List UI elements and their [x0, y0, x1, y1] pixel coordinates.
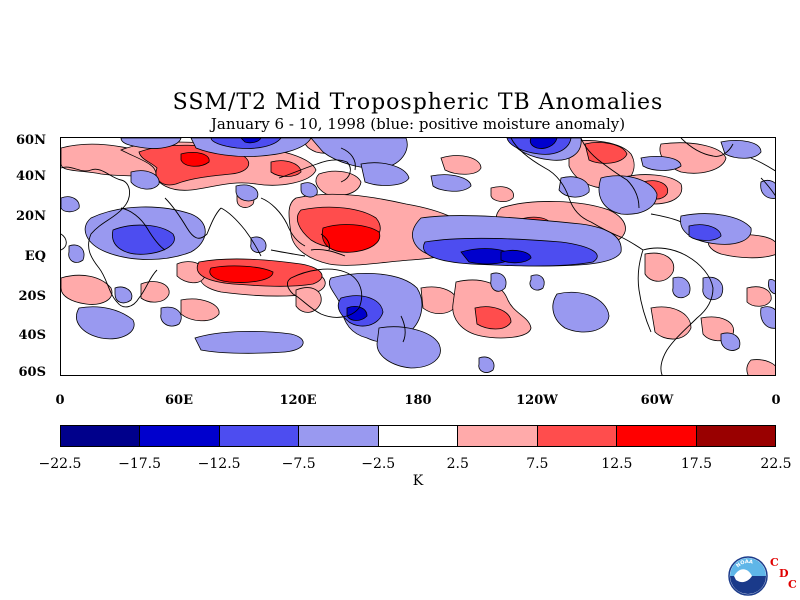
colorbar-swatch [378, 426, 459, 446]
colorbar-swatch [299, 426, 379, 446]
colorbar-swatch [537, 426, 618, 446]
lon-label-120e: 120E [279, 393, 317, 408]
lon-label-60w: 60W [640, 393, 674, 408]
colorbar-tick-label: 17.5 [680, 456, 713, 472]
cdc-letter-c2: C [788, 578, 797, 591]
colorbar-tick-label: −2.5 [361, 456, 396, 472]
lon-label-0-left: 0 [55, 393, 65, 408]
anomaly-field [61, 138, 775, 375]
anomaly-map [60, 137, 776, 376]
lat-label-60s: 60S [18, 365, 46, 380]
cdc-letter-c1: C [770, 556, 779, 569]
colorbar-tick-label: −22.5 [38, 456, 82, 472]
lat-label-60n: 60N [16, 133, 46, 148]
noaa-logo-text: NOAA [735, 559, 753, 569]
colorbar-tick-label: −12.5 [197, 456, 241, 472]
colorbar-swatch [61, 426, 141, 446]
colorbar-swatch [219, 426, 300, 446]
lon-label-0-right: 0 [771, 393, 781, 408]
lon-label-180: 180 [404, 393, 432, 408]
cdc-letter-d: D [779, 567, 789, 580]
lat-label-40n: 40N [16, 169, 46, 184]
lat-label-40s: 40S [18, 328, 46, 343]
colorbar-swatch [140, 426, 220, 446]
noaa-logo: NOAA [728, 556, 768, 596]
colorbar-swatch [696, 426, 775, 446]
colorbar-units: K [412, 473, 424, 489]
lat-label-20n: 20N [16, 209, 46, 224]
colorbar-tick-label: 12.5 [601, 456, 633, 472]
colorbar-tick-label: 2.5 [446, 456, 469, 472]
colorbar [60, 425, 776, 447]
colorbar-swatch [617, 426, 697, 446]
svg-text:NOAA: NOAA [735, 559, 753, 569]
map-subtitle: January 6 - 10, 1998 (blue: positive moi… [210, 115, 626, 133]
colorbar-tick-label: −17.5 [118, 456, 161, 472]
lat-label-20s: 20S [18, 289, 46, 304]
lon-label-60e: 60E [165, 393, 193, 408]
colorbar-tick-label: 7.5 [526, 456, 549, 472]
colorbar-tick-label: −7.5 [281, 456, 316, 472]
colorbar-tick-label: 22.5 [760, 456, 792, 472]
lon-label-120w: 120W [516, 393, 558, 408]
map-title: SSM/T2 Mid Tropospheric TB Anomalies [172, 90, 664, 115]
lat-label-eq: EQ [24, 249, 46, 264]
colorbar-swatch [458, 426, 538, 446]
